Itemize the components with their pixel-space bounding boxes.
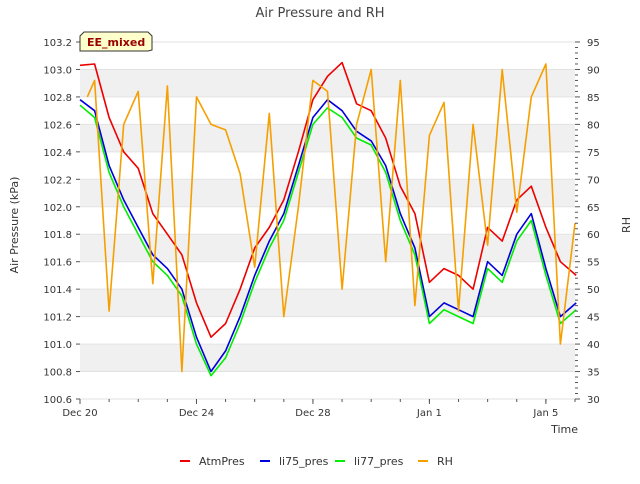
left-axis: 100.6 100.8 101.0 101.2 101.4 101.6 101.8 102.0… [43,38,80,406]
x-axis: Dec 20 Dec 24 Dec 28 Jan 1 Jan 5 [62,399,576,419]
y2-tick-label: 50 [587,285,600,296]
y-tick-label: 102.4 [43,148,72,159]
legend-label-AtmPres: AtmPres [199,455,245,468]
legend-label-li75_pres: li75_pres [279,455,329,468]
y-tick-label: 102.8 [43,93,72,104]
series-group [79,61,577,377]
y2-tick-label: 65 [587,203,600,214]
y-tick-label: 103.0 [43,65,72,76]
y-tick-label: 101.0 [43,340,72,351]
y-tick-label: 103.2 [43,38,72,49]
annotation-label: EE_mixed [87,36,145,49]
y-axis-label: Air Pressure (kPa) [8,177,21,274]
y-tick-label: 101.6 [43,258,72,269]
chart-title: Air Pressure and RH [255,6,384,21]
y2-tick-label: 60 [587,230,600,241]
legend-label-li77_pres: li77_pres [354,455,404,468]
y-tick-label: 102.2 [43,175,72,186]
y2-axis-label: RH [620,217,633,233]
x-tick-label: Dec 28 [295,408,330,419]
grid-band [80,289,575,317]
grid-band [80,179,575,207]
grid-band [80,344,575,372]
series-line-AtmPres [79,61,577,339]
y-tick-label: 101.2 [43,313,72,324]
y-tick-label: 102.0 [43,203,72,214]
x-tick-label: Jan 5 [532,408,558,419]
right-axis: 30 35 40 45 50 55 60 65 70 75 80 85 90 95 [575,38,600,406]
y2-tick-label: 95 [587,38,600,49]
series-line-RH [86,63,576,373]
y-tick-label: 102.6 [43,120,72,131]
annotation-box: EE_mixed [79,31,153,52]
x-tick-label: Jan 1 [416,408,442,419]
y-tick-label: 101.4 [43,285,72,296]
legend-label-RH: RH [437,455,453,468]
y2-tick-label: 45 [587,313,600,324]
y-tick-label: 101.8 [43,230,72,241]
y2-tick-label: 30 [587,395,600,406]
x-tick-label: Dec 24 [179,408,214,419]
x-axis-label: Time [550,423,578,436]
y2-tick-label: 70 [587,175,600,186]
y2-tick-label: 55 [587,258,600,269]
y2-tick-label: 90 [587,65,600,76]
grid-band [80,124,575,152]
y-tick-label: 100.6 [43,395,72,406]
x-tick-label: Dec 20 [62,408,97,419]
grid-bands [80,69,575,372]
y-tick-label: 100.8 [43,368,72,379]
y2-tick-label: 35 [587,368,600,379]
y2-tick-label: 80 [587,120,600,131]
annotation-frame [79,31,153,52]
legend: AtmPres li75_pres li77_pres RH [180,455,453,468]
series-line-li77_pres [79,104,577,377]
grid-band [80,234,575,262]
y2-tick-label: 75 [587,148,600,159]
y2-tick-label: 40 [587,340,600,351]
y2-tick-label: 85 [587,93,600,104]
